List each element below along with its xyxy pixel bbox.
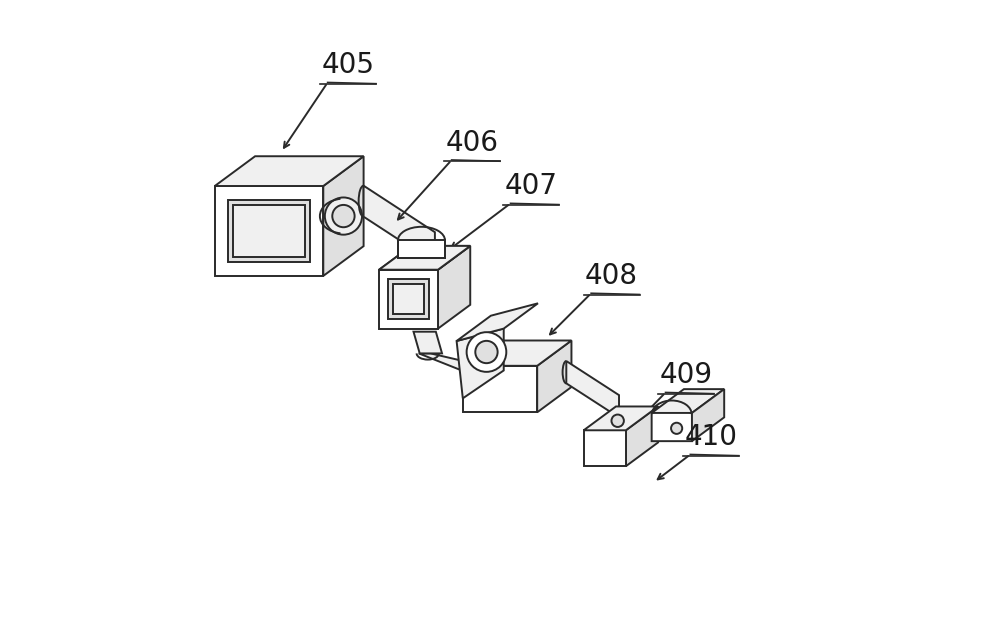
Polygon shape bbox=[388, 279, 429, 319]
Polygon shape bbox=[393, 284, 424, 314]
Polygon shape bbox=[323, 156, 364, 276]
Polygon shape bbox=[626, 407, 658, 466]
Polygon shape bbox=[233, 205, 305, 257]
Text: 407: 407 bbox=[505, 172, 558, 200]
Polygon shape bbox=[457, 303, 538, 341]
Polygon shape bbox=[457, 329, 504, 398]
Polygon shape bbox=[398, 241, 445, 258]
Polygon shape bbox=[566, 361, 619, 417]
Circle shape bbox=[611, 415, 624, 427]
Polygon shape bbox=[228, 200, 310, 262]
Polygon shape bbox=[379, 246, 470, 270]
Text: 406: 406 bbox=[446, 128, 499, 157]
Polygon shape bbox=[379, 270, 438, 329]
Text: 409: 409 bbox=[659, 361, 713, 389]
Polygon shape bbox=[438, 246, 470, 329]
Polygon shape bbox=[537, 340, 571, 412]
Polygon shape bbox=[379, 246, 470, 270]
Polygon shape bbox=[463, 340, 571, 366]
Circle shape bbox=[475, 341, 498, 363]
Circle shape bbox=[671, 423, 682, 434]
Polygon shape bbox=[692, 389, 724, 441]
Polygon shape bbox=[419, 353, 504, 379]
Polygon shape bbox=[584, 430, 626, 466]
Polygon shape bbox=[414, 332, 442, 353]
Text: 405: 405 bbox=[322, 51, 375, 79]
Circle shape bbox=[467, 332, 506, 372]
Text: 410: 410 bbox=[684, 423, 737, 451]
Polygon shape bbox=[215, 186, 323, 276]
Polygon shape bbox=[652, 407, 692, 441]
Polygon shape bbox=[215, 156, 364, 186]
Text: 408: 408 bbox=[585, 262, 638, 290]
Circle shape bbox=[325, 197, 362, 234]
Polygon shape bbox=[652, 389, 724, 413]
Polygon shape bbox=[364, 185, 435, 263]
Polygon shape bbox=[463, 366, 537, 412]
Polygon shape bbox=[584, 407, 658, 430]
Circle shape bbox=[332, 205, 355, 228]
